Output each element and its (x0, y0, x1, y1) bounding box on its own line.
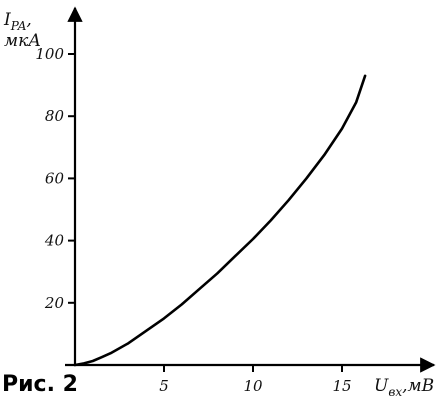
x-tick-label: 10 (243, 377, 263, 395)
x-tick-label: 5 (159, 377, 169, 395)
y-tick-label: 60 (45, 169, 65, 187)
x-axis-title: Uвх,мВ (374, 376, 434, 399)
y-tick-label: 80 (45, 107, 65, 125)
y-tick-label: 20 (44, 294, 65, 312)
x-ticks: 5 10 15 (159, 365, 352, 395)
y-ticks: 20 40 60 80 100 (35, 45, 75, 312)
figure-label: Рис. 2 (2, 372, 78, 397)
data-series-line (73, 74, 367, 367)
y-tick-label: 40 (44, 232, 65, 250)
x-tick-label: 15 (332, 377, 351, 395)
y-axis-unit: мкА (4, 31, 41, 51)
y-tick-label: 100 (35, 45, 64, 63)
y-axis-title: IPA, (3, 10, 32, 33)
